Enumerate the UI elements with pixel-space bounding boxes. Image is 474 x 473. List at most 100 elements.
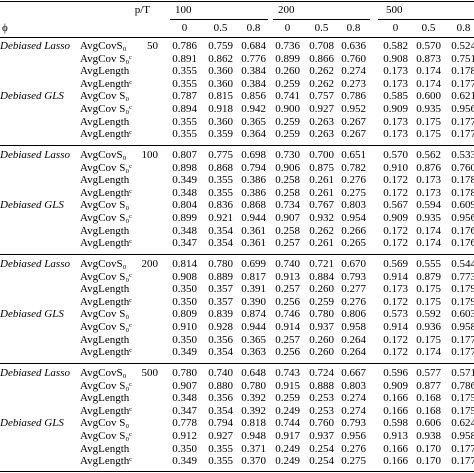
metric-label: AvgCov S₀ᶜ <box>80 379 132 392</box>
metric-label: AvgLength <box>80 442 130 455</box>
cell-value: 0.391 <box>241 283 266 296</box>
cell-value: 0.954 <box>341 212 366 224</box>
method-label: Debiased Lasso <box>0 367 70 379</box>
cell-value: 0.874 <box>241 308 266 321</box>
metric-label: AvgCov S₀ <box>80 199 130 212</box>
group-label: 500 <box>386 4 403 16</box>
cell-value: 0.347 <box>172 237 197 250</box>
cell-value: 0.177 <box>451 128 474 141</box>
block-rule <box>0 254 474 255</box>
cell-value: 0.166 <box>383 442 408 455</box>
cell-value: 0.603 <box>451 308 474 321</box>
group-rule <box>170 19 268 20</box>
cell-value: 0.932 <box>309 212 334 224</box>
cell-value: 0.172 <box>383 174 408 187</box>
cell-value: 0.817 <box>241 270 266 283</box>
block-rule <box>0 145 474 146</box>
cell-value: 0.935 <box>416 103 441 115</box>
cell-value: 0.261 <box>309 237 334 250</box>
cell-value: 0.258 <box>275 174 300 187</box>
cell-value: 0.782 <box>341 161 366 174</box>
block-rule <box>0 363 474 364</box>
phi-label: ϕ <box>2 22 8 34</box>
cell-value: 0.170 <box>416 442 441 455</box>
cell-value: 0.261 <box>309 174 334 187</box>
cell-value: 0.263 <box>309 128 334 141</box>
cell-value: 0.177 <box>451 115 474 128</box>
cell-value: 0.350 <box>172 283 197 296</box>
method-label: Debiased GLS <box>0 417 64 430</box>
cell-value: 0.908 <box>383 52 408 65</box>
cell-value: 0.839 <box>208 308 233 321</box>
metric-label: AvgLengthᶜ <box>80 77 133 90</box>
cell-value: 0.582 <box>383 40 408 52</box>
cell-value: 0.263 <box>309 115 334 128</box>
metric-label: AvgLengthᶜ <box>80 404 133 417</box>
cell-value: 0.891 <box>172 52 197 65</box>
cell-value: 0.776 <box>241 52 266 65</box>
cell-value: 0.254 <box>309 455 334 468</box>
cell-value: 0.360 <box>208 115 233 128</box>
cell-value: 0.786 <box>341 90 366 103</box>
cell-value: 0.172 <box>383 333 408 346</box>
top-rule <box>0 1 474 2</box>
cell-value: 0.927 <box>309 103 334 115</box>
cell-value: 0.361 <box>241 237 266 250</box>
p-label: 500 <box>141 367 159 379</box>
method-label: Debiased Lasso <box>0 149 70 161</box>
cell-value: 0.914 <box>383 270 408 283</box>
cell-value: 0.172 <box>383 237 408 250</box>
cell-value: 0.170 <box>416 455 441 468</box>
cell-value: 0.178 <box>451 65 474 78</box>
cell-value: 0.166 <box>383 392 408 405</box>
cell-value: 0.868 <box>208 161 233 174</box>
cell-value: 0.794 <box>208 417 233 430</box>
cell-value: 0.267 <box>341 115 366 128</box>
cell-value: 0.350 <box>172 295 197 308</box>
cell-value: 0.350 <box>172 442 197 455</box>
cell-value: 0.889 <box>208 270 233 283</box>
cell-value: 0.174 <box>416 346 441 359</box>
cell-value: 0.944 <box>241 212 266 224</box>
cell-value: 0.173 <box>383 128 408 141</box>
cell-value: 0.175 <box>416 295 441 308</box>
cell-value: 0.651 <box>341 149 366 161</box>
method-label: Debiased Lasso <box>0 258 70 270</box>
cell-value: 0.173 <box>383 283 408 296</box>
metric-label: AvgLength <box>80 392 130 405</box>
cell-value: 0.606 <box>416 417 441 430</box>
cell-value: 0.670 <box>341 258 366 270</box>
cell-value: 0.173 <box>416 186 441 199</box>
phi-value: 0.5 <box>314 22 329 34</box>
cell-value: 0.355 <box>208 186 233 199</box>
cell-value: 0.937 <box>309 430 334 442</box>
cell-value: 0.698 <box>241 149 266 161</box>
cell-value: 0.177 <box>451 77 474 90</box>
cell-value: 0.166 <box>383 404 408 417</box>
cell-value: 0.166 <box>383 455 408 468</box>
metric-label: AvgLength <box>80 283 130 296</box>
cell-value: 0.600 <box>416 90 441 103</box>
metric-label: AvgLengthᶜ <box>80 237 133 250</box>
cell-value: 0.804 <box>172 199 197 212</box>
cell-value: 0.740 <box>208 367 233 379</box>
cell-value: 0.176 <box>451 237 474 250</box>
cell-value: 0.264 <box>341 346 366 359</box>
cell-value: 0.952 <box>341 103 366 115</box>
cell-value: 0.273 <box>341 77 366 90</box>
cell-value: 0.910 <box>172 321 197 333</box>
cell-value: 0.780 <box>309 308 334 321</box>
group-label: 200 <box>278 4 295 16</box>
cell-value: 0.266 <box>341 224 366 237</box>
cell-value: 0.569 <box>383 258 408 270</box>
cell-value: 0.730 <box>275 149 300 161</box>
cell-value: 0.555 <box>416 258 441 270</box>
cell-value: 0.259 <box>275 115 300 128</box>
cell-value: 0.815 <box>208 90 233 103</box>
cell-value: 0.363 <box>241 346 266 359</box>
group-rule <box>378 19 474 20</box>
cell-value: 0.888 <box>309 379 334 392</box>
cell-value: 0.350 <box>172 333 197 346</box>
cell-value: 0.249 <box>275 455 300 468</box>
cell-value: 0.178 <box>451 174 474 187</box>
